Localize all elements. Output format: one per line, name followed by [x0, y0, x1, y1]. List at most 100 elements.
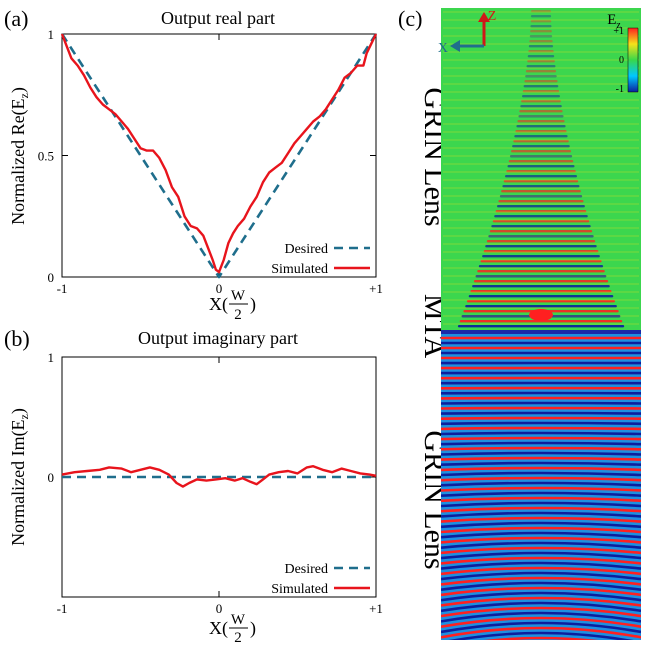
- top-fringe-band: [529, 35, 553, 38]
- top-fringe-band: [457, 325, 625, 328]
- bottom-fringe-band: [441, 596, 641, 607]
- panel-b-ylabel-sub: z: [17, 414, 31, 419]
- svg-text:Normalized Re(Ez): Normalized Re(Ez): [8, 87, 31, 225]
- panel-b: (b) Output imaginary part Normalized Im(…: [4, 326, 383, 646]
- panel-b-ylabel-close: ): [8, 408, 29, 414]
- top-fringe-band: [506, 170, 576, 173]
- top-fringe-band: [525, 75, 557, 78]
- top-fringe-band: [527, 60, 555, 63]
- top-fringe-band: [530, 25, 552, 28]
- bottom-fringe-band: [441, 566, 641, 576]
- top-fringe-band: [517, 120, 565, 123]
- panel-a-ticks: -1 0 +100.51: [38, 27, 383, 296]
- panel-a-ylabel-sub: z: [17, 93, 31, 98]
- top-fringe-band: [468, 295, 614, 298]
- top-fringe-band: [495, 210, 587, 213]
- top-fringe-band: [526, 65, 556, 68]
- top-fringe-band: [530, 30, 552, 33]
- series-line-simulated: [61, 465, 377, 488]
- top-fringe-band: [528, 50, 554, 53]
- top-fringe-band: [508, 160, 574, 163]
- panel-a-xlabel-suffix: ): [250, 294, 256, 315]
- bottom-fringe-band: [441, 601, 641, 613]
- bottom-fringes: [441, 336, 641, 640]
- colorbar-title: E: [607, 12, 616, 28]
- panel-a-y-axis-label: Normalized Re(Ez): [8, 87, 31, 225]
- field-heatmap: [441, 8, 641, 640]
- top-fringe-band: [515, 130, 567, 133]
- x-axis-arrowhead: [450, 40, 460, 52]
- bottom-fringe-band: [441, 606, 641, 618]
- top-fringe-band: [475, 275, 607, 278]
- colorbar-tick-bottom: -1: [616, 84, 624, 95]
- bottom-fringe-band: [441, 511, 641, 518]
- top-fringe-band: [512, 145, 570, 148]
- bottom-fringe-band: [441, 401, 641, 405]
- bottom-fringe-band: [441, 481, 641, 487]
- panel-b-xlabel-suffix: ): [250, 618, 256, 639]
- top-fringe-band: [503, 180, 579, 183]
- panel-a-title: Output real part: [161, 8, 275, 28]
- panel-a-x-axis-label: X( W 2 ): [209, 288, 256, 323]
- panel-a-ylabel-main: Normalized Re(E: [8, 98, 29, 224]
- top-fringe-band: [522, 95, 560, 98]
- top-fringe-band: [483, 250, 599, 253]
- top-fringe-band: [501, 190, 581, 193]
- top-fringe-band: [491, 225, 591, 228]
- top-fringe-band: [507, 165, 575, 168]
- panel-a-xlabel-den: 2: [234, 307, 242, 323]
- bottom-fringe-band: [441, 611, 641, 623]
- panel-c-label: (c): [398, 6, 422, 31]
- panel-b-x-axis-label: X( W 2 ): [209, 612, 256, 646]
- z-axis-label: Z: [488, 9, 497, 24]
- bottom-fringe-band: [441, 436, 641, 441]
- panel-b-title: Output imaginary part: [138, 328, 298, 348]
- x-tick-label: 0: [216, 281, 223, 296]
- bottom-fringe-band: [441, 501, 641, 508]
- top-fringe-band: [530, 20, 552, 23]
- panel-a-xlabel-num: W: [231, 288, 246, 304]
- bottom-fringe-band: [441, 626, 641, 639]
- panel-b-y-axis-label: Normalized Im(Ez): [8, 408, 31, 546]
- top-fringe-band: [518, 115, 564, 118]
- top-fringe-band: [482, 255, 600, 258]
- legend-label-simulated: Simulated: [271, 262, 328, 277]
- top-fringe-band: [498, 200, 584, 203]
- bottom-fringe-band: [441, 471, 641, 477]
- colorbar: Ez +1 0 -1: [607, 12, 639, 95]
- bottom-fringe-band: [441, 581, 641, 591]
- panel-b-legend: Desired Simulated: [271, 562, 370, 597]
- y-tick-label: 0.5: [38, 149, 54, 164]
- bottom-fringe-band: [441, 591, 641, 602]
- x-tick-label: 0: [216, 601, 223, 616]
- field-axes-indicator: Z X: [438, 9, 496, 56]
- bottom-fringe-band: [441, 521, 641, 529]
- top-fringe-band: [529, 40, 553, 43]
- bottom-fringe-band: [441, 516, 641, 523]
- svg-text:Normalized Im(Ez): Normalized Im(Ez): [8, 408, 31, 546]
- colorbar-tick-mid: 0: [619, 55, 624, 66]
- bottom-fringe-band: [441, 446, 641, 451]
- top-fringe-band: [473, 280, 609, 283]
- bottom-fringe-band: [441, 466, 641, 472]
- bottom-fringe-band: [441, 536, 641, 544]
- bottom-fringe-band: [441, 526, 641, 534]
- panel-b-ticks: -1 0 +1 0 1: [48, 350, 383, 616]
- bottom-fringe-band: [441, 456, 641, 461]
- colorbar-title-sub: z: [616, 20, 621, 31]
- top-fringe-band: [502, 185, 580, 188]
- series-line-simulated: [60, 33, 378, 274]
- top-fringe-band: [480, 260, 602, 263]
- focal-spot: [529, 309, 553, 321]
- bottom-fringe-band: [441, 411, 641, 415]
- x-axis-label: X: [438, 41, 448, 56]
- bottom-fringe-band: [441, 531, 641, 539]
- panel-b-xlabel-num: W: [231, 612, 246, 628]
- y-tick-label: 0: [48, 270, 55, 285]
- panel-a-label: (a): [4, 6, 28, 31]
- top-fringe-band: [509, 155, 573, 158]
- series-line-desired: [60, 33, 378, 279]
- panel-a-xlabel-prefix: X(: [209, 294, 228, 315]
- top-fringe-band: [524, 80, 558, 83]
- top-fringe-band: [516, 125, 566, 128]
